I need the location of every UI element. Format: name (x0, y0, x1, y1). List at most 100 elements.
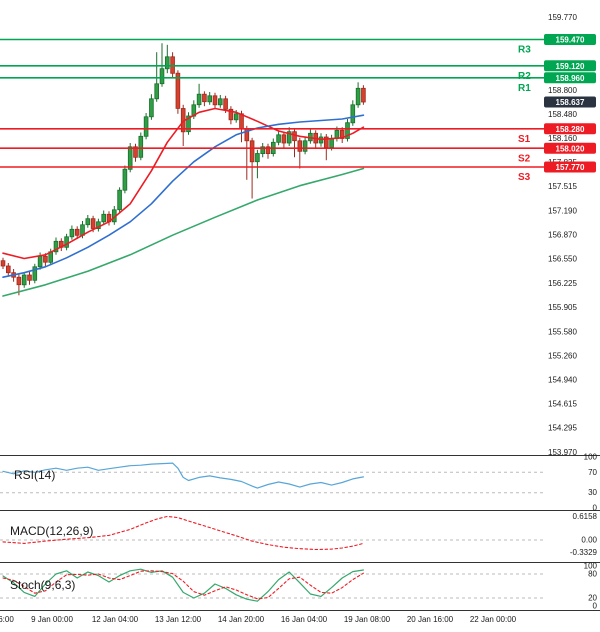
candle-body (117, 189, 122, 211)
time-axis-label: 12 Jan 04:00 (92, 615, 139, 624)
ma-mid-blue-line (2, 114, 365, 279)
price-axis-tick: 159.770 (548, 13, 577, 22)
rsi-axis-tick: 30 (588, 488, 597, 497)
candle-body (345, 122, 350, 139)
macd-axis-tick: -0.3329 (570, 548, 598, 557)
ma-fast-red-line (2, 107, 365, 260)
candle-body (101, 213, 107, 223)
price-axis-tick: 155.260 (548, 351, 577, 360)
candle-body (260, 146, 265, 155)
price-axis-tick: 157.515 (548, 182, 577, 191)
candle-body (27, 274, 32, 281)
candle-body (90, 218, 96, 229)
candle-body (127, 146, 133, 170)
candle-body (21, 274, 27, 286)
rsi-line (2, 462, 364, 489)
candle-body (37, 255, 43, 268)
candle-body (69, 228, 75, 238)
price-axis-tick: 158.800 (548, 86, 577, 95)
macd-panel-label: MACD(12,26,9) (10, 524, 94, 538)
candle-body (223, 98, 228, 110)
candle-body (361, 87, 366, 103)
candle-body (228, 108, 234, 121)
resistance-price-R3-box (544, 34, 596, 45)
candle-body (164, 56, 170, 70)
candle-body (64, 236, 69, 248)
candle-body (53, 240, 59, 253)
candle-body (292, 131, 297, 142)
candle-body (207, 95, 213, 103)
time-axis-label: 9 Jan 00:00 (31, 615, 73, 624)
candle-body (133, 146, 138, 158)
time-axis-label: 13 Jan 12:00 (155, 615, 202, 624)
candle-body (355, 87, 361, 106)
support-label-S2: S2 (518, 153, 531, 164)
macd-signal-line (2, 515, 364, 551)
time-axis-label: 20 Jan 16:00 (407, 615, 454, 624)
candle-body (143, 116, 149, 137)
candle-body (85, 218, 91, 226)
price-axis-tick: 154.940 (548, 375, 577, 384)
candle-body (302, 140, 308, 152)
candle-body (329, 138, 334, 148)
candle-body (249, 140, 255, 163)
time-axis-label: 19 Jan 08:00 (344, 615, 391, 624)
macd-axis-tick: 0.00 (581, 536, 597, 545)
price-axis-tick: 156.550 (548, 255, 577, 264)
candle-body (74, 228, 80, 236)
candle-body (239, 113, 244, 130)
time-axis-label: 14 Jan 20:00 (218, 615, 265, 624)
candle-body (217, 98, 223, 106)
candle-body (138, 135, 144, 158)
support-price-S2-box (544, 142, 596, 154)
candle-body (276, 134, 281, 143)
stoch-axis-tick: 100 (584, 562, 598, 571)
support-price-S1-box (544, 123, 596, 135)
resistance-label-R2: R2 (518, 71, 531, 82)
stoch-axis-tick: 80 (588, 570, 597, 579)
ma-slow-green-line (2, 167, 365, 297)
resistance-price-R2-box (544, 60, 596, 72)
stoch-k-line (2, 568, 364, 602)
price-axis-tick: 158.480 (548, 110, 577, 119)
candle-body (212, 95, 218, 106)
stoch-axis-tick: 20 (588, 594, 597, 603)
candle-body (281, 134, 287, 144)
time-axis-label: 22 Jan 00:00 (470, 615, 517, 624)
candle-body (154, 83, 160, 100)
candle-body (233, 113, 239, 121)
current-price-box (544, 96, 596, 108)
price-axis-tick: 158.160 (548, 134, 577, 143)
support-label-S3: S3 (518, 172, 531, 183)
support-price-S3-box (544, 161, 596, 173)
rsi-axis-tick: 0 (593, 504, 598, 513)
price-axis-tick: 156.870 (548, 231, 577, 240)
stoch-panel-label: Stoch(9,6,3) (10, 578, 76, 592)
support-price-S1-box-label: 158.280 (556, 125, 585, 134)
resistance-price-R1-box (544, 72, 596, 84)
resistance-price-R2-box-label: 159.120 (556, 62, 585, 71)
price-axis-tick: 154.615 (548, 400, 577, 409)
rsi-axis-tick: 100 (584, 453, 598, 462)
stoch-d-line (2, 570, 364, 600)
macd-axis-tick: 0.6158 (573, 512, 598, 521)
stoch-axis-tick: 0 (593, 602, 598, 611)
candle-body (334, 129, 340, 139)
candle-body (0, 260, 6, 267)
candle-body (6, 265, 11, 274)
rsi-axis-tick: 70 (588, 468, 597, 477)
support-price-S2-box-label: 158.020 (556, 144, 585, 153)
candle-body (149, 98, 154, 118)
price-axis-tick: 155.580 (548, 327, 577, 336)
candle-body (350, 104, 356, 124)
time-axis-label: 16 Jan 04:00 (281, 615, 328, 624)
price-axis-tick: 154.295 (548, 424, 577, 433)
price-axis-tick: 153.970 (548, 448, 577, 457)
candle-body (43, 255, 48, 263)
candle-body (16, 276, 22, 286)
support-label-S1: S1 (518, 134, 531, 145)
candle-body (175, 72, 181, 109)
